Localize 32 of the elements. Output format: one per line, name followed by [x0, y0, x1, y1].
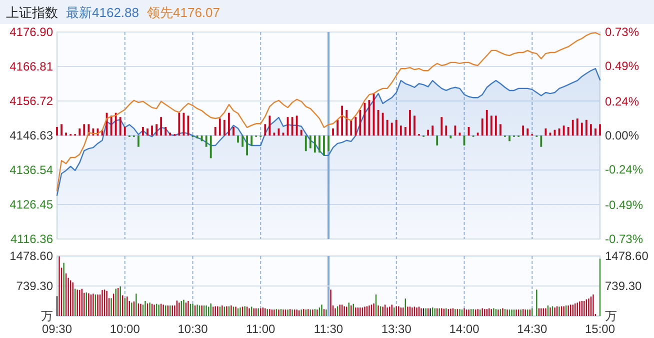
y2-tick-label: 0.00%	[605, 128, 640, 142]
y2-tick-label: -0.24%	[605, 162, 644, 177]
x-tick-label: 13:30	[381, 322, 412, 336]
y-tick-label: 739.30	[16, 279, 54, 293]
y-tick-label: 4126.45	[10, 198, 54, 212]
chart-title: 上证指数	[6, 5, 58, 20]
y2-tick-label: -0.49%	[605, 198, 644, 212]
y2-tick-label: 1478.60	[605, 249, 649, 263]
y-tick-label: 4136.54	[10, 163, 54, 177]
y2-tick-label: 0.49%	[605, 59, 640, 74]
x-tick-label: 11:00	[246, 322, 276, 336]
y2-tick-label: 万	[605, 309, 617, 323]
y-tick-label: 万	[41, 309, 53, 323]
y-tick-label: 4156.72	[10, 94, 54, 108]
x-tick-label: 14:00	[449, 322, 480, 336]
x-tick-label: 10:00	[110, 322, 140, 336]
y-tick-label: 4166.81	[10, 60, 54, 74]
x-tick-label: 14:30	[517, 322, 548, 336]
y2-tick-label: 739.30	[605, 279, 642, 293]
y-tick-label: 4116.36	[10, 232, 54, 246]
x-tick-label: 10:30	[178, 322, 208, 336]
y2-tick-label: 0.24%	[605, 94, 640, 108]
x-tick-label: 15:00	[584, 322, 616, 336]
y-tick-label: 4146.63	[10, 128, 54, 142]
y2-tick-label: 0.73%	[605, 25, 640, 39]
x-tick-label: 11:30	[314, 322, 344, 336]
x-tick-label: 09:30	[42, 322, 72, 336]
text: 领先4176.07	[147, 5, 220, 20]
y-tick-label: 1478.60	[10, 249, 54, 263]
y2-tick-label: -0.73%	[605, 232, 644, 246]
y-tick-label: 4176.90	[10, 25, 54, 39]
text: 最新4162.88	[66, 5, 139, 20]
